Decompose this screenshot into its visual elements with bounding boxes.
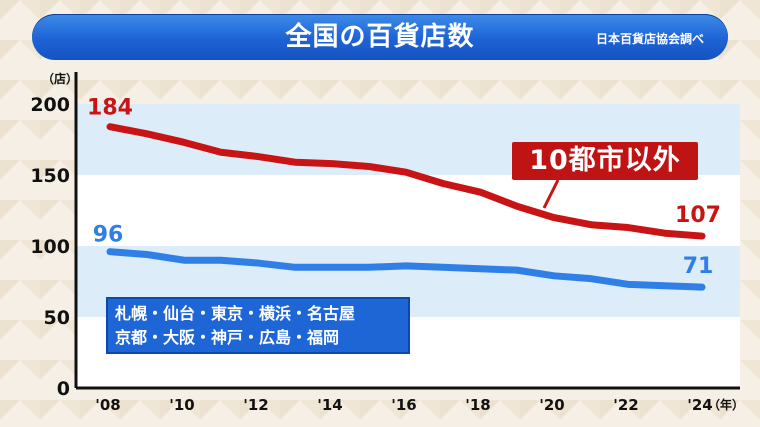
x-tick-label: '18 bbox=[465, 396, 490, 414]
data-label-last-ten: 71 bbox=[683, 254, 714, 279]
x-tick-labels: '08 '10 '12 '14 '16 '18 '20 '22 '24 bbox=[95, 396, 712, 414]
data-label-first-ten: 96 bbox=[93, 223, 124, 248]
data-label-last-other: 107 bbox=[675, 203, 721, 228]
x-tick-label: '22 bbox=[613, 396, 638, 414]
data-labels: 184 107 96 71 bbox=[87, 96, 721, 279]
x-tick-label: '08 bbox=[95, 396, 120, 414]
x-tick-label: '14 bbox=[317, 396, 342, 414]
x-tick-label: '12 bbox=[243, 396, 268, 414]
callout-label: 10都市以外 bbox=[529, 145, 681, 176]
x-tick-label: '20 bbox=[539, 396, 564, 414]
x-unit-label: （年） bbox=[708, 398, 745, 412]
y-tick-label: 150 bbox=[30, 165, 70, 187]
x-tick-label: '10 bbox=[169, 396, 194, 414]
cities-line-1: 札幌・仙台・東京・横浜・名古屋 bbox=[115, 304, 356, 323]
callout-pointer bbox=[542, 179, 560, 209]
y-tick-labels: 0 50 100 150 200 bbox=[30, 94, 70, 400]
series-lines bbox=[106, 123, 706, 291]
y-tick-label: 100 bbox=[30, 236, 70, 258]
y-tick-label: 200 bbox=[30, 94, 70, 116]
chart-axes bbox=[74, 72, 740, 390]
x-tick-label: '24 bbox=[687, 396, 712, 414]
series-callout-other: 10都市以外 bbox=[512, 142, 698, 180]
y-unit-label: （店） bbox=[42, 72, 79, 86]
source-note: 日本百貨店協会調べ bbox=[595, 32, 704, 46]
cities-line-2: 京都・大阪・神戸・広島・福岡 bbox=[115, 328, 340, 347]
band-white-1 bbox=[76, 175, 740, 246]
x-tick-label: '16 bbox=[391, 396, 416, 414]
y-tick-label: 0 bbox=[57, 378, 70, 400]
data-label-first-other: 184 bbox=[87, 96, 133, 121]
y-tick-label: 50 bbox=[44, 307, 70, 329]
title-bar: 全国の百貨店数 日本百貨店協会調べ bbox=[32, 14, 728, 60]
series-callout-ten-cities: 札幌・仙台・東京・横浜・名古屋 京都・大阪・神戸・広島・福岡 bbox=[106, 297, 410, 354]
chart-title: 全国の百貨店数 bbox=[285, 22, 475, 52]
